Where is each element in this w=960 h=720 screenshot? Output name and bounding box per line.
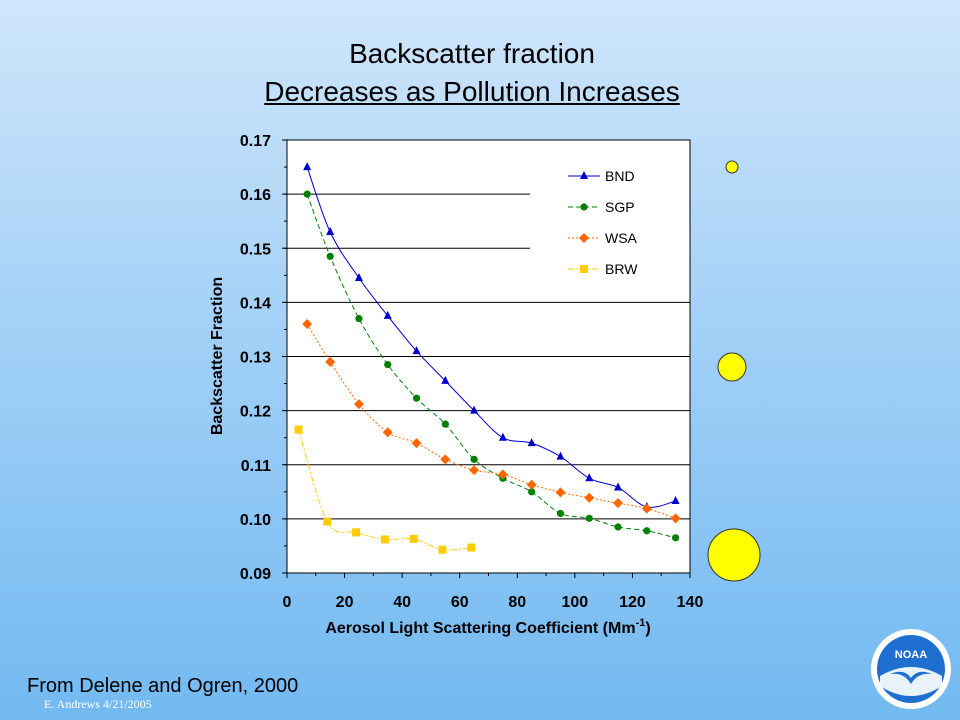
bubbles bbox=[707, 160, 761, 582]
data-point bbox=[438, 545, 447, 554]
source-citation: From Delene and Ogren, 2000 bbox=[27, 675, 299, 697]
data-point bbox=[643, 527, 651, 535]
data-point bbox=[326, 227, 335, 236]
legend-marker bbox=[580, 171, 588, 179]
y-tick-label: 0.16 bbox=[240, 187, 271, 204]
y-tick-label: 0.17 bbox=[240, 133, 271, 150]
series-wsa bbox=[302, 319, 681, 524]
data-point bbox=[556, 451, 565, 460]
y-axis-label: Backscatter Fraction bbox=[209, 277, 226, 435]
series-bnd bbox=[303, 162, 680, 510]
data-point bbox=[441, 375, 450, 384]
slide-subtitle: Decreases as Pollution Increases bbox=[264, 76, 680, 107]
slide-title: Backscatter fraction bbox=[349, 38, 595, 69]
y-tick-label: 0.14 bbox=[240, 295, 271, 312]
legend-label: WSA bbox=[605, 230, 638, 246]
data-point bbox=[384, 361, 392, 369]
x-tick-label: 140 bbox=[677, 594, 704, 611]
x-tick-label: 60 bbox=[451, 594, 469, 611]
axis-ticks: 0.09 0.10 0.11 0.12 0.13 0.14 0.15 0.16 0.17 0 20 4… bbox=[240, 133, 704, 611]
x-tick-label: 100 bbox=[562, 594, 589, 611]
data-point bbox=[585, 473, 594, 482]
data-point bbox=[497, 469, 508, 480]
x-tick-label: 80 bbox=[508, 594, 526, 611]
x-tick-label: 20 bbox=[336, 594, 354, 611]
legend-entry: BND bbox=[568, 168, 635, 184]
data-point bbox=[411, 438, 422, 449]
data-point bbox=[555, 487, 566, 498]
data-point bbox=[469, 465, 480, 476]
data-point bbox=[353, 399, 364, 410]
y-tick-label: 0.15 bbox=[240, 241, 271, 258]
data-point bbox=[302, 319, 313, 330]
data-point bbox=[382, 427, 393, 438]
legend: BND SGP WSA BRW bbox=[568, 168, 638, 277]
bubble-small bbox=[725, 160, 739, 174]
data-point bbox=[498, 432, 507, 441]
x-axis-label: Aerosol Light Scattering Coefficient (Mm… bbox=[325, 617, 650, 637]
data-point bbox=[440, 454, 451, 465]
data-point bbox=[326, 252, 334, 260]
legend-label: BND bbox=[605, 168, 635, 184]
data-point bbox=[412, 394, 421, 402]
series-group bbox=[294, 162, 681, 554]
data-point bbox=[470, 455, 478, 463]
series-line bbox=[306, 193, 676, 539]
bubble-large bbox=[707, 528, 761, 582]
y-tick-label: 0.10 bbox=[240, 512, 271, 529]
x-tick-label: 0 bbox=[283, 594, 292, 611]
data-point bbox=[526, 479, 537, 490]
data-point bbox=[470, 405, 479, 414]
data-point bbox=[528, 488, 536, 496]
data-point bbox=[303, 190, 311, 198]
svg-text:NOAA: NOAA bbox=[895, 649, 927, 661]
legend-marker bbox=[579, 233, 589, 243]
series-sgp bbox=[303, 190, 680, 542]
series-brw bbox=[294, 425, 476, 554]
legend-label: BRW bbox=[605, 261, 638, 277]
data-point bbox=[354, 273, 363, 282]
data-point bbox=[441, 420, 449, 428]
data-point bbox=[303, 162, 312, 171]
x-tick-label: 40 bbox=[393, 594, 411, 611]
data-point bbox=[352, 528, 361, 537]
data-point bbox=[670, 513, 681, 524]
y-tick-label: 0.13 bbox=[240, 350, 271, 367]
legend-entry: WSA bbox=[568, 230, 638, 246]
data-point bbox=[585, 514, 593, 522]
y-tick-label: 0.09 bbox=[240, 566, 271, 583]
data-point bbox=[671, 496, 680, 505]
data-point bbox=[380, 535, 389, 544]
data-point bbox=[614, 523, 622, 531]
legend-label: SGP bbox=[605, 199, 635, 215]
data-point bbox=[323, 517, 332, 526]
bubble-medium bbox=[717, 352, 747, 382]
data-point bbox=[467, 543, 476, 552]
data-point bbox=[614, 482, 623, 491]
data-point bbox=[527, 438, 536, 447]
legend-entry: BRW bbox=[568, 261, 638, 277]
y-tick-label: 0.12 bbox=[240, 404, 271, 421]
author-credit: E. Andrews 4/21/2005 bbox=[44, 697, 152, 711]
data-point bbox=[355, 315, 363, 323]
data-point bbox=[641, 503, 652, 514]
data-point bbox=[556, 509, 565, 518]
grid-lines bbox=[287, 193, 690, 520]
x-tick-label: 120 bbox=[619, 594, 646, 611]
data-point bbox=[294, 425, 303, 434]
y-tick-label: 0.11 bbox=[241, 458, 271, 475]
data-point bbox=[412, 346, 421, 355]
data-point bbox=[409, 534, 418, 543]
data-point bbox=[613, 498, 624, 509]
noaa-logo: NOAA bbox=[871, 629, 951, 709]
legend-entry: SGP bbox=[568, 199, 635, 215]
data-point bbox=[325, 356, 336, 367]
legend-marker bbox=[580, 265, 588, 273]
data-point bbox=[584, 492, 595, 503]
data-point bbox=[672, 534, 680, 542]
legend-marker bbox=[580, 203, 588, 211]
data-point bbox=[383, 310, 392, 319]
